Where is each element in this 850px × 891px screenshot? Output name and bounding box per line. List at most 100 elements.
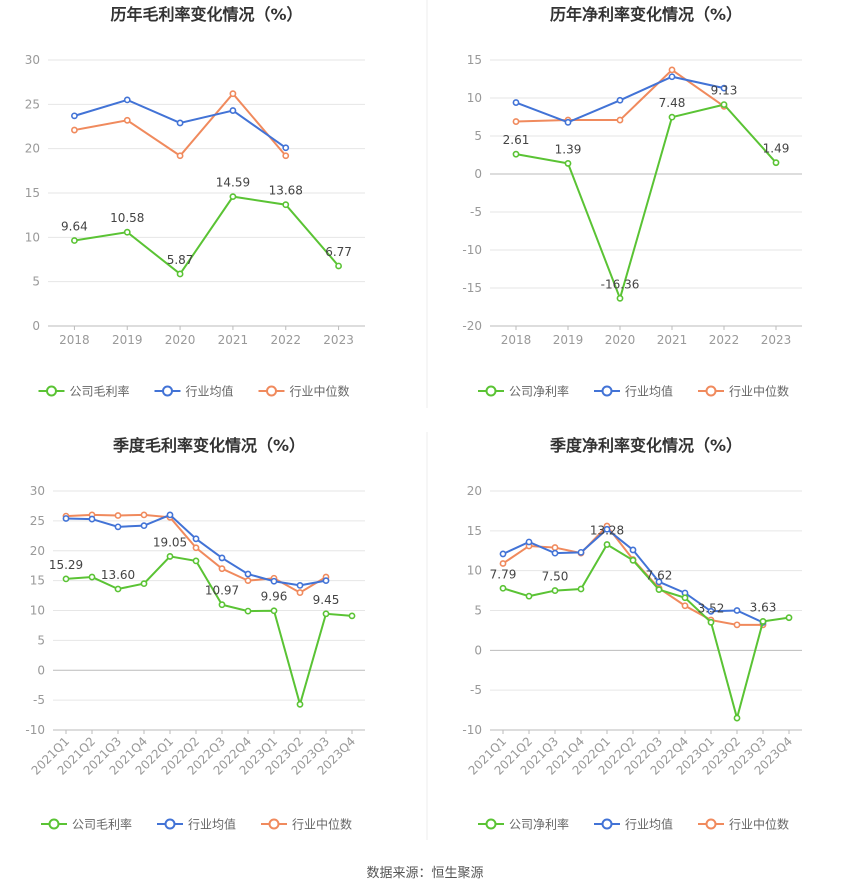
- y-tick-label: 10: [30, 604, 45, 618]
- data-point-median: [668, 66, 676, 74]
- data-point-company: [62, 575, 70, 583]
- data-point-avg: [322, 577, 330, 585]
- y-tick-label: 0: [32, 319, 40, 333]
- legend-marker-median: [268, 818, 280, 830]
- series-line-company: [515, 103, 777, 302]
- data-label: 9.64: [61, 220, 88, 234]
- data-point-median: [123, 116, 131, 124]
- data-point-median: [296, 589, 304, 596]
- x-tick-label: 2022: [270, 333, 301, 347]
- data-point-company: [551, 587, 559, 594]
- data-label: 15.29: [49, 558, 83, 572]
- data-point-avg: [71, 112, 78, 120]
- data-label: 5.87: [167, 253, 194, 267]
- data-point-avg: [296, 582, 304, 589]
- data-point-company: [322, 610, 330, 618]
- x-tick-label: 2023: [323, 333, 354, 347]
- data-point-avg: [499, 550, 507, 558]
- data-point-company: [296, 700, 304, 708]
- y-tick-label: 15: [25, 186, 40, 200]
- legend-label: 行业均值: [625, 817, 673, 832]
- legend-marker-median: [705, 385, 717, 397]
- data-point-avg: [166, 511, 174, 519]
- y-tick-label: 0: [474, 167, 482, 181]
- y-tick-label: -10: [462, 723, 482, 737]
- data-label: 1.39: [555, 142, 582, 156]
- data-label: 2.61: [503, 133, 530, 147]
- data-label: 10.97: [205, 584, 239, 598]
- data-point-avg: [655, 578, 663, 586]
- chart-title: 季度毛利率变化情况（%）: [112, 436, 305, 455]
- data-label: 14.59: [216, 176, 250, 190]
- legend: 公司毛利率 行业均值 行业中位数: [41, 817, 352, 832]
- data-point-avg: [282, 144, 290, 152]
- y-tick-label: 0: [37, 663, 45, 677]
- data-point-median: [733, 621, 741, 629]
- data-point-avg: [270, 577, 278, 585]
- legend-label: 行业均值: [188, 817, 236, 832]
- data-label: 6.77: [325, 245, 352, 259]
- y-tick-label: 15: [467, 53, 482, 67]
- data-point-company: [176, 270, 184, 278]
- x-tick-label: 2019: [553, 333, 584, 347]
- y-tick-label: 5: [37, 633, 45, 647]
- legend-label: 公司净利率: [509, 384, 569, 399]
- x-tick-label: 2020: [165, 333, 196, 347]
- legend-marker-company: [485, 385, 497, 397]
- x-tick-label: 2020: [605, 333, 636, 347]
- data-point-company: [282, 201, 290, 209]
- legend: 公司毛利率 行业均值 行业中位数: [38, 384, 350, 399]
- y-tick-label: 25: [25, 97, 40, 111]
- y-tick-label: -5: [470, 205, 482, 219]
- y-tick-label: 5: [474, 604, 482, 618]
- data-label: 9.13: [711, 84, 738, 98]
- legend-marker-company: [46, 385, 57, 397]
- data-point-company: [655, 586, 663, 594]
- y-tick-label: 30: [30, 484, 45, 498]
- data-point-company: [192, 557, 200, 565]
- legend-marker-avg: [162, 385, 173, 397]
- y-tick-label: -5: [470, 683, 482, 697]
- data-point-company: [114, 585, 122, 593]
- data-point-company: [244, 607, 252, 615]
- y-tick-label: -10: [25, 723, 45, 737]
- series-line-company: [502, 543, 790, 722]
- data-label: 3.52: [698, 601, 725, 615]
- chart-title: 历年净利率变化情况（%）: [550, 5, 742, 24]
- data-label: 7.48: [659, 96, 686, 110]
- y-tick-label: -5: [33, 693, 45, 707]
- series-line-company: [74, 195, 340, 276]
- data-point-company: [733, 714, 741, 722]
- data-label: 13.28: [590, 524, 624, 538]
- y-tick-label: -10: [462, 243, 482, 257]
- data-point-median: [71, 126, 78, 134]
- data-point-avg: [564, 118, 572, 126]
- data-point-median: [551, 544, 559, 551]
- data-point-company: [88, 573, 96, 581]
- y-tick-label: 5: [474, 129, 482, 143]
- data-point-company: [525, 592, 533, 600]
- data-label: 7.62: [646, 569, 673, 583]
- chart-panel-1: 历年毛利率变化情况（%） 0 5 10 15 20 25 30 2018 2019 2020 2021…: [25, 5, 365, 399]
- data-point-company: [123, 228, 131, 236]
- data-point-company: [564, 160, 572, 167]
- x-tick-label: 2018: [501, 333, 532, 347]
- y-tick-label: 30: [25, 53, 40, 67]
- data-point-company: [707, 618, 715, 626]
- x-tick-label: 2022: [709, 333, 740, 347]
- data-point-median: [681, 602, 689, 610]
- chart-panel-3: 季度毛利率变化情况（%）-10-50510152025302021Q12021Q…: [25, 436, 365, 832]
- legend-label: 行业中位数: [729, 384, 789, 399]
- data-point-avg: [192, 535, 200, 543]
- data-point-avg: [123, 96, 131, 104]
- data-label: -16.36: [601, 277, 640, 291]
- y-tick-label: -20: [462, 319, 482, 333]
- data-point-company: [335, 262, 342, 270]
- data-point-company: [772, 159, 780, 167]
- data-point-avg: [720, 84, 728, 92]
- x-tick-label: 2019: [112, 333, 143, 347]
- data-point-company: [229, 193, 237, 201]
- y-tick-label: 5: [32, 275, 40, 289]
- data-point-avg: [176, 119, 184, 127]
